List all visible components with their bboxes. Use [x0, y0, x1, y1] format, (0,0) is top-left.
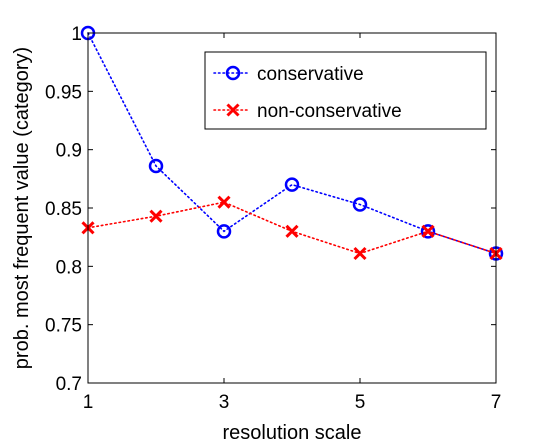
circle-marker: [225, 65, 241, 81]
x-marker: [421, 224, 435, 238]
x-marker: [226, 103, 240, 117]
x-marker-stroke: [421, 224, 435, 238]
x-marker: [217, 195, 231, 209]
x-marker-stroke: [217, 195, 231, 209]
x-marker: [353, 246, 367, 261]
circle-marker: [352, 197, 368, 212]
x-tick-label: 5: [355, 392, 366, 413]
circle-marker: [148, 158, 164, 174]
x-marker: [285, 224, 299, 238]
y-tick-label: 0.9: [56, 141, 82, 162]
legend-box: [204, 51, 487, 130]
y-tick-label: 0.7: [56, 374, 82, 395]
x-tick-label: 1: [83, 392, 94, 413]
y-tick-label: 1: [71, 24, 82, 45]
legend: conservative non-conservative: [204, 51, 487, 130]
x-tick-label: 7: [491, 392, 502, 413]
y-tick-label: 0.8: [56, 257, 82, 278]
circle-marker: [284, 177, 300, 192]
legend-items: conservative non-conservative: [213, 64, 402, 122]
y-tick-label: 0.75: [45, 316, 82, 337]
circle-marker: [216, 224, 232, 239]
x-marker-stroke: [149, 209, 163, 223]
series-markers-non-conservative: [81, 195, 503, 261]
legend-label-non-conservative: non-conservative: [257, 101, 402, 122]
x-axis-title: resolution scale: [223, 422, 362, 444]
x-marker-stroke: [353, 246, 367, 261]
circle-marker: [420, 224, 436, 239]
x-tick-label: 3: [219, 392, 230, 413]
y-axis-title: prob. most frequent value (category): [11, 47, 33, 369]
legend-label-conservative: conservative: [257, 64, 364, 85]
x-marker-stroke: [226, 103, 240, 117]
y-tick-label: 0.95: [45, 82, 82, 103]
x-marker-stroke: [285, 224, 299, 238]
y-tick-label: 0.85: [45, 199, 82, 220]
ticks-layer: 1 3 5 7 0.7 0.75 0.8 0.85 0.9 0.95 1: [45, 24, 501, 413]
x-marker: [149, 209, 163, 223]
